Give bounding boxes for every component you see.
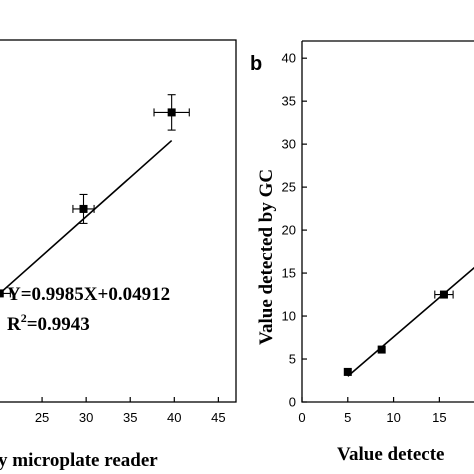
- b-y-tick-label-40: 40: [282, 51, 296, 66]
- panel-b-x-ticks: 0 5 10 15: [298, 397, 447, 425]
- a-x-tick-label-40: 40: [167, 410, 181, 425]
- panel-b-y-ticks: 0 5 10 15 20 25 30 35 40: [282, 51, 307, 410]
- a-data-point-0: [0, 289, 4, 298]
- panel-a: 25 30 35 40 45 Y=0.9985X+0.04912 R2=0.9943 y…: [0, 39, 237, 471]
- a-x-tick-label-25: 25: [35, 410, 49, 425]
- panel-a-r2-prefix: R: [7, 314, 21, 335]
- a-fit-line: [0, 139, 173, 295]
- b-y-tick-label-15: 15: [282, 266, 296, 281]
- b-x-tick-label-0: 0: [298, 410, 305, 425]
- panel-b: b 0 5 10 15 20 25 30 35 40 0 5 10 15 Value detected…: [250, 40, 474, 465]
- panel-a-equation: Y=0.9985X+0.04912: [7, 284, 170, 305]
- panel-a-x-ticks: 25 30 35 40 45: [35, 397, 226, 425]
- panel-b-fit-line-group: [347, 266, 474, 377]
- b-x-tick-label-10: 10: [386, 410, 400, 425]
- panel-b-axes: [301, 41, 474, 403]
- b-x-tick-label-5: 5: [344, 410, 351, 425]
- panel-b-x-axis-title: Value detecte: [337, 444, 444, 465]
- a-x-tick-label-45: 45: [211, 410, 225, 425]
- b-data-point-1: [377, 345, 386, 354]
- panel-a-r-squared: R2=0.9943: [7, 311, 90, 335]
- b-y-tick-label-25: 25: [282, 180, 296, 195]
- panel-a-plot-frame: [0, 39, 237, 403]
- b-data-point-2: [439, 290, 448, 299]
- a-x-tick-label-30: 30: [79, 410, 93, 425]
- panel-a-x-axis-title: y microplate reader: [0, 450, 158, 471]
- panel-a-data-points: [0, 94, 190, 298]
- b-fit-line: [347, 266, 474, 377]
- b-x-tick-label-15: 15: [432, 410, 446, 425]
- b-y-tick-label-5: 5: [289, 352, 296, 367]
- b-y-tick-label-20: 20: [282, 223, 296, 238]
- b-y-tick-label-10: 10: [282, 309, 296, 324]
- a-x-tick-label-35: 35: [123, 410, 137, 425]
- b-y-tick-label-35: 35: [282, 94, 296, 109]
- a-data-point-2: [167, 108, 176, 117]
- panel-b-label: b: [250, 53, 262, 75]
- panel-a-r2-suffix: =0.9943: [27, 314, 90, 335]
- panel-b-data-points: [343, 290, 454, 376]
- b-y-tick-label-30: 30: [282, 137, 296, 152]
- panel-a-fit-line-group: [0, 139, 173, 295]
- b-data-point-0: [343, 367, 352, 376]
- a-data-point-1: [79, 204, 88, 213]
- panel-a-r2-sup: 2: [21, 311, 27, 325]
- b-y-tick-label-0: 0: [289, 395, 296, 410]
- panel-b-y-axis-title: Value detected by GC: [256, 169, 277, 345]
